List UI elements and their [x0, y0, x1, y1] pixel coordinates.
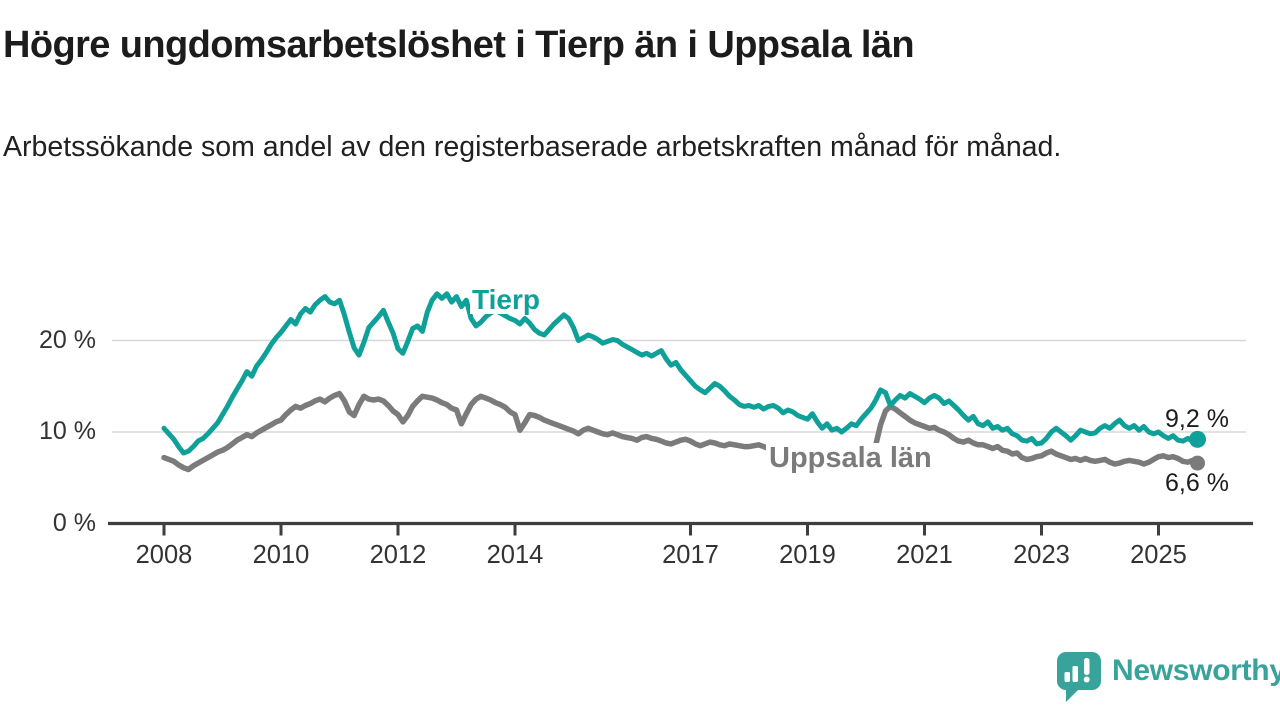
- x-axis-label: 2008: [135, 541, 193, 569]
- tierp-end-dot: [1189, 430, 1206, 448]
- y-axis-label: 10 %: [39, 417, 96, 445]
- series-label-uppsala: Uppsala län: [766, 443, 935, 473]
- newsworthy-wordmark: Newsworthy: [1112, 654, 1280, 687]
- y-axis-label: 0 %: [52, 508, 96, 537]
- uppsala-end-dot: [1190, 455, 1205, 471]
- series-label-tierp: Tierp: [470, 284, 542, 315]
- uppsala-line: [161, 390, 1201, 473]
- y-axis-label: 20 %: [39, 325, 96, 354]
- x-axis-label: 2017: [662, 541, 719, 569]
- end-value-uppsala: 6,6 %: [1165, 469, 1229, 497]
- x-axis-label: 2019: [779, 541, 836, 569]
- tierp-line: [161, 291, 1200, 456]
- x-axis-label: 2021: [896, 541, 953, 569]
- newsworthy-logo: Newsworthy: [1056, 651, 1280, 703]
- x-axis-label: 2012: [369, 541, 427, 569]
- x-axis-label: 2014: [486, 541, 544, 569]
- chart-subtitle: Arbetssökande som andel av den registerb…: [3, 131, 1062, 163]
- x-axis-label: 2025: [1130, 541, 1187, 569]
- newsworthy-bubble-icon: [1057, 652, 1101, 702]
- x-axis-label: 2023: [1013, 541, 1070, 569]
- end-value-tierp: 9,2 %: [1165, 405, 1229, 433]
- x-axis-label: 2010: [252, 541, 310, 569]
- chart-title: Högre ungdomsarbetslöshet i Tierp än i U…: [3, 24, 915, 66]
